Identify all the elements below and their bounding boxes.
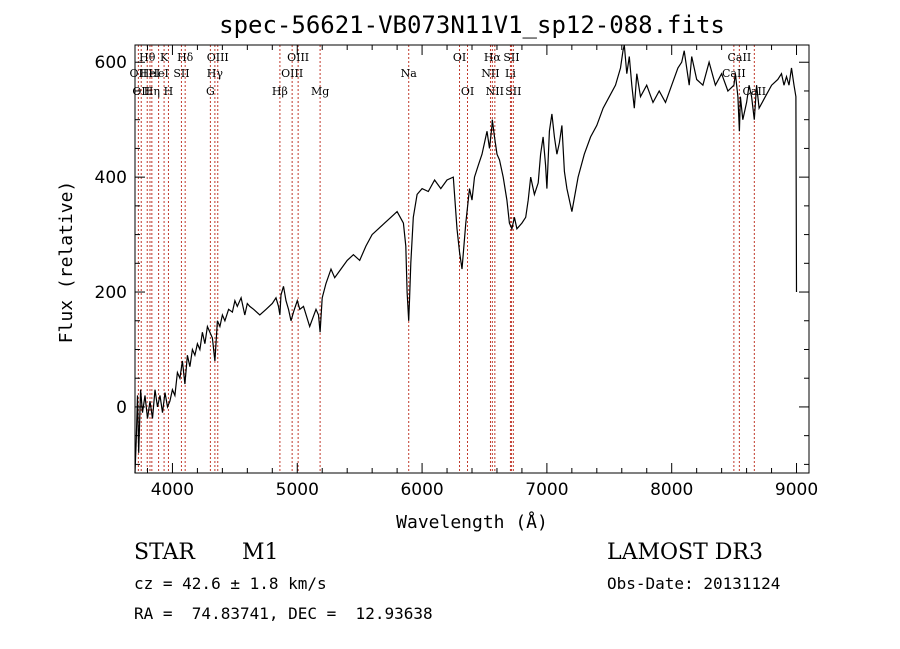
line-label-hei: HeI: [148, 67, 168, 80]
line-label-oi: OI: [453, 51, 466, 64]
line-label-mg: Mg: [311, 85, 329, 98]
line-label-k: K: [160, 51, 169, 64]
object-subclass: M1: [242, 540, 279, 565]
spectrum-chart: spec-56621-VB073N11V1_sp12-088.fits OII O…: [56, 11, 818, 533]
line-label-li: Li: [505, 67, 516, 80]
line-label-nii: NII: [486, 85, 504, 98]
line-label-hη: Hη: [144, 85, 160, 98]
line-label-caii: CaII: [728, 51, 752, 64]
x-tick-label: 9000: [775, 480, 818, 500]
y-tick-label: 0: [116, 398, 127, 418]
line-label-hδ: Hδ: [177, 51, 194, 64]
coords-text: RA = 74.83741, DEC = 12.93638: [134, 604, 433, 623]
spectral-line-labels: OIIOIIHθHeIHηHeIKHSIIHδGHγOIIIHβOIIIOIII…: [130, 51, 767, 98]
x-tick-label: 4000: [151, 480, 194, 500]
line-label-sii: SII: [503, 51, 519, 64]
x-tick-label: 8000: [650, 480, 693, 500]
line-label-hθ: Hθ: [139, 51, 156, 64]
line-label-sii: SII: [173, 67, 189, 80]
spectral-line-markers: [137, 45, 755, 473]
line-label-hβ: Hβ: [272, 85, 288, 98]
line-label-oi: OI: [461, 85, 474, 98]
line-label-hei: HeI: [140, 67, 160, 80]
line-label-oii: OII: [130, 67, 148, 80]
x-tick-label: 5000: [276, 480, 319, 500]
x-tick-label: 6000: [400, 480, 443, 500]
line-label-nii: NII: [481, 67, 499, 80]
line-label-hγ: Hγ: [207, 67, 224, 80]
line-label-na: Na: [401, 67, 418, 80]
line-label-oiii: OIII: [207, 51, 229, 64]
line-label-hα: Hα: [484, 51, 502, 64]
axis-ticks: 4000 5000 6000 7000 8000 9000 0 200 400 600: [95, 45, 818, 500]
y-tick-label: 600: [95, 53, 127, 73]
line-label-oiii: OIII: [287, 51, 309, 64]
survey-name: LAMOST DR3: [607, 540, 763, 565]
line-label-caii: CaII: [742, 85, 766, 98]
obs-date-text: Obs-Date: 20131124: [607, 574, 781, 593]
redshift-text: cz = 42.6 ± 1.8 km/s: [134, 574, 327, 593]
line-label-oii: OII: [132, 85, 150, 98]
chart-title: spec-56621-VB073N11V1_sp12-088.fits: [219, 11, 725, 39]
y-tick-label: 200: [95, 283, 127, 303]
x-axis-label: Wavelength (Å): [396, 511, 548, 533]
object-class: STAR: [134, 540, 195, 565]
line-label-sii: SII: [505, 85, 521, 98]
line-label-caii: CaII: [722, 67, 746, 80]
line-label-oiii: OIII: [281, 67, 303, 80]
line-label-h: H: [164, 85, 174, 98]
spectrum-line: [134, 44, 798, 474]
line-label-g: G: [206, 85, 215, 98]
y-axis-label: Flux (relative): [56, 181, 77, 344]
x-tick-label: 7000: [525, 480, 568, 500]
plot-frame: [134, 44, 810, 474]
y-tick-label: 400: [95, 168, 127, 188]
